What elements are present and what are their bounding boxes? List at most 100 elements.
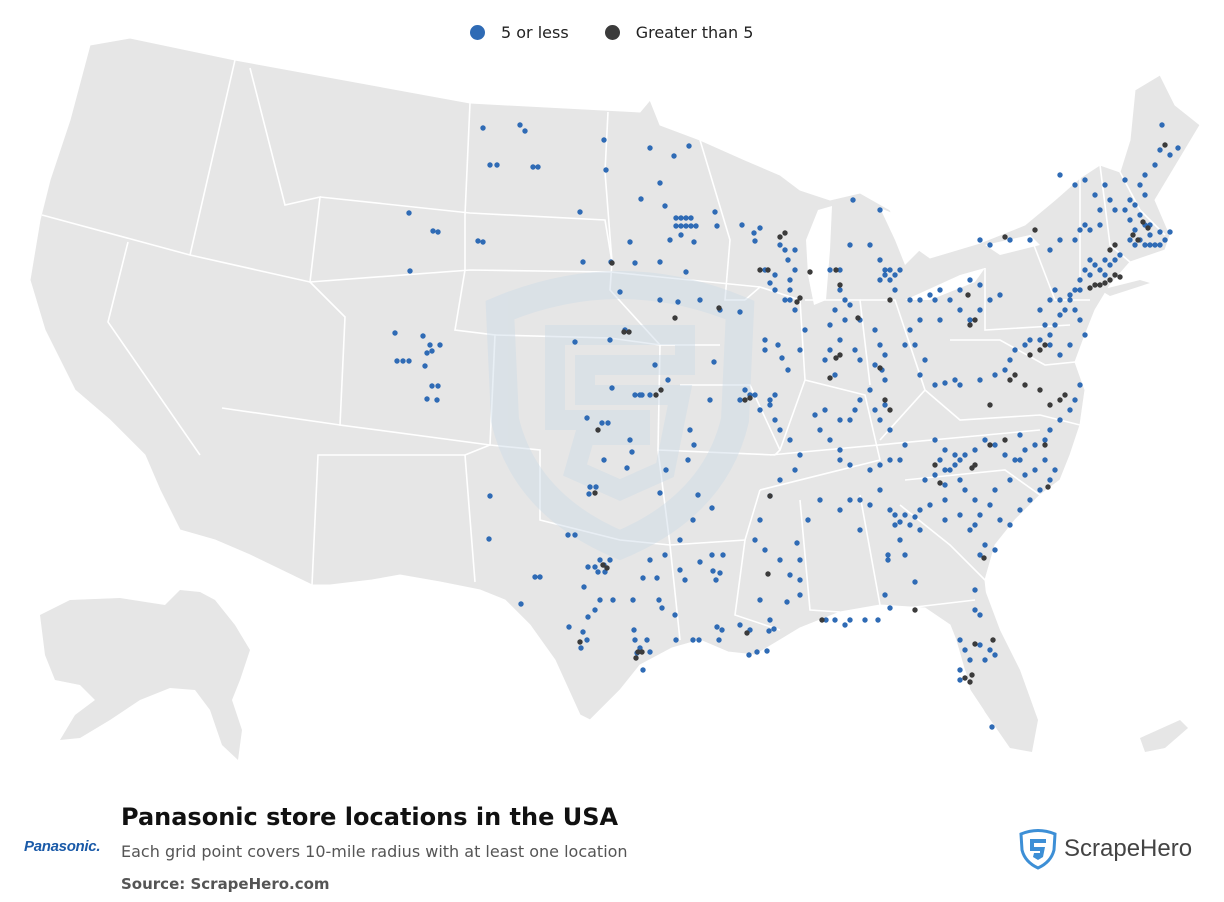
store-dot-small bbox=[610, 597, 616, 603]
store-dot-small bbox=[977, 237, 983, 243]
store-dot-small bbox=[875, 617, 881, 623]
store-dot-small bbox=[877, 257, 883, 263]
store-dot-small bbox=[757, 597, 763, 603]
store-dot-small bbox=[394, 358, 400, 364]
store-dot-small bbox=[932, 297, 938, 303]
store-dot-small bbox=[867, 467, 873, 473]
store-dot-small bbox=[632, 392, 638, 398]
store-dot-large bbox=[967, 679, 973, 685]
store-dot-large bbox=[1022, 382, 1028, 388]
store-dot-small bbox=[627, 437, 633, 443]
store-dot-large bbox=[658, 387, 664, 393]
store-dot-small bbox=[480, 125, 486, 131]
store-dot-small bbox=[632, 260, 638, 266]
store-dot-small bbox=[977, 512, 983, 518]
store-dot-small bbox=[797, 347, 803, 353]
store-dot-small bbox=[882, 267, 888, 273]
store-dot-small bbox=[1082, 332, 1088, 338]
store-dot-small bbox=[1157, 229, 1163, 235]
store-dot-small bbox=[657, 490, 663, 496]
store-dot-small bbox=[1042, 457, 1048, 463]
store-dot-small bbox=[907, 327, 913, 333]
store-dot-large bbox=[887, 407, 893, 413]
store-dot-small bbox=[897, 519, 903, 525]
store-dot-small bbox=[977, 282, 983, 288]
store-dot-small bbox=[1082, 267, 1088, 273]
store-dot-small bbox=[827, 267, 833, 273]
store-dot-small bbox=[877, 277, 883, 283]
store-dot-small bbox=[847, 417, 853, 423]
store-dot-small bbox=[586, 491, 592, 497]
store-dot-small bbox=[957, 382, 963, 388]
store-dot-small bbox=[742, 387, 748, 393]
store-dot-small bbox=[952, 377, 958, 383]
store-dot-small bbox=[585, 564, 591, 570]
store-dot-small bbox=[887, 277, 893, 283]
store-dot-small bbox=[1042, 437, 1048, 443]
store-dot-small bbox=[757, 407, 763, 413]
store-dot-small bbox=[691, 239, 697, 245]
store-dot-small bbox=[518, 601, 524, 607]
store-dot-small bbox=[1047, 247, 1053, 253]
store-dot-small bbox=[977, 552, 983, 558]
store-dot-small bbox=[927, 292, 933, 298]
store-dot-large bbox=[604, 565, 610, 571]
store-dot-small bbox=[1047, 427, 1053, 433]
store-dot-small bbox=[480, 239, 486, 245]
store-dot-small bbox=[624, 465, 630, 471]
store-dot-small bbox=[942, 447, 948, 453]
store-dot-small bbox=[1067, 292, 1073, 298]
store-dot-small bbox=[997, 517, 1003, 523]
store-dot-large bbox=[819, 617, 825, 623]
store-dot-small bbox=[997, 292, 1003, 298]
store-dot-large bbox=[797, 295, 803, 301]
store-dot-small bbox=[535, 164, 541, 170]
store-dot-small bbox=[1077, 382, 1083, 388]
store-dot-small bbox=[430, 228, 436, 234]
store-dot-small bbox=[400, 358, 406, 364]
store-dot-small bbox=[683, 269, 689, 275]
store-dot-large bbox=[981, 555, 987, 561]
store-dot-small bbox=[1112, 257, 1118, 263]
store-dot-small bbox=[630, 597, 636, 603]
store-dot-small bbox=[714, 223, 720, 229]
store-dot-small bbox=[677, 537, 683, 543]
store-dot-small bbox=[1087, 257, 1093, 263]
store-dot-small bbox=[766, 628, 772, 634]
store-dot-small bbox=[847, 617, 853, 623]
store-dot-small bbox=[637, 645, 643, 651]
store-dot-small bbox=[640, 667, 646, 673]
store-dot-large bbox=[1102, 280, 1108, 286]
store-dot-large bbox=[1042, 342, 1048, 348]
store-dot-large bbox=[967, 322, 973, 328]
store-dot-large bbox=[609, 260, 615, 266]
store-dot-small bbox=[638, 196, 644, 202]
legend-dot-blue bbox=[470, 24, 485, 40]
store-dot-small bbox=[1067, 407, 1073, 413]
store-dot-large bbox=[747, 395, 753, 401]
store-dot-small bbox=[486, 536, 492, 542]
store-dot-small bbox=[696, 637, 702, 643]
store-dot-small bbox=[647, 392, 653, 398]
store-dot-small bbox=[1102, 257, 1108, 263]
store-dot-small bbox=[885, 557, 891, 563]
store-dot-small bbox=[992, 652, 998, 658]
store-dot-small bbox=[987, 502, 993, 508]
store-dot-small bbox=[817, 427, 823, 433]
store-dot-large bbox=[742, 397, 748, 403]
store-dot-small bbox=[887, 507, 893, 513]
store-dot-small bbox=[902, 342, 908, 348]
store-dot-large bbox=[887, 297, 893, 303]
store-dot-small bbox=[957, 512, 963, 518]
store-dot-small bbox=[772, 417, 778, 423]
store-dot-small bbox=[882, 272, 888, 278]
store-dot-small bbox=[627, 239, 633, 245]
store-dot-small bbox=[647, 557, 653, 563]
store-dot-large bbox=[1037, 347, 1043, 353]
store-dot-small bbox=[882, 377, 888, 383]
store-dot-small bbox=[1127, 217, 1133, 223]
store-dot-small bbox=[917, 507, 923, 513]
store-dot-small bbox=[1067, 342, 1073, 348]
store-dot-small bbox=[992, 442, 998, 448]
store-dot-large bbox=[744, 630, 750, 636]
